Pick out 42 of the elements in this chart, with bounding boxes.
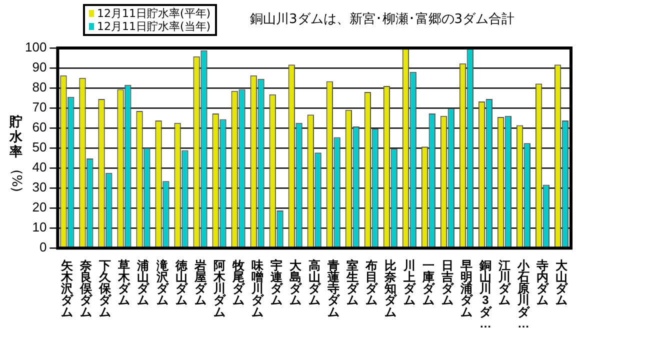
legend-label: 12月11日貯水率(当年) (96, 20, 211, 33)
x-tick-label: 味噌川ダム (250, 258, 264, 319)
x-tick-label: 早明浦ダム (459, 258, 474, 319)
x-tick-label: 日吉ダム (440, 258, 454, 308)
y-tick-label: 60 (32, 120, 47, 135)
x-tick-label: 銅山川3ダ… (478, 258, 492, 330)
x-tick-label: 一庫ダム (421, 258, 436, 308)
x-tick-label: 矢木沢ダム (60, 258, 74, 319)
y-tick-label: 80 (32, 80, 47, 95)
x-tick-label: 川上ダム (402, 258, 416, 308)
y-tick-label: 40 (32, 160, 47, 175)
y-axis-title: 貯水率(%) (8, 115, 24, 192)
y-tick-label: 10 (32, 220, 47, 235)
y-tick-label: 0 (39, 240, 47, 255)
x-tick-label: 滝沢ダム (155, 258, 170, 308)
y-tick-label: 30 (32, 180, 47, 195)
y-tick-label: 20 (32, 200, 47, 215)
x-tick-label: 寺内ダム (535, 258, 550, 308)
x-tick-label: 下久保ダム (98, 258, 112, 319)
x-tick-label: 大山ダム (555, 258, 568, 308)
text: 銅山川3ダムは、新宮･柳瀬･富郷の3ダム合計 (250, 11, 515, 28)
x-tick-label: 牧尾ダム (231, 258, 246, 308)
x-tick-label: 室生ダム (345, 258, 360, 308)
x-tick-label: 奈良俣ダム (79, 258, 94, 319)
x-tick-label: 徳山ダム (174, 258, 188, 308)
y-tick-label: 90 (32, 60, 47, 75)
x-tick-label: 岩屋ダム (193, 258, 208, 308)
x-tick-label: 高山ダム (308, 258, 322, 308)
x-tick-label: 草木ダム (117, 258, 132, 308)
x-tick-label: 小石原川ダ… (516, 258, 530, 330)
x-tick-label: 布目ダム (364, 258, 378, 308)
x-tick-label: 比奈知ダム (383, 258, 398, 319)
legend-label: 12月11日貯水率(平年) (96, 7, 211, 20)
x-tick-label: 大島ダム (289, 258, 302, 308)
y-tick-label: 70 (32, 100, 47, 115)
x-tick-label: 浦山ダム (136, 258, 150, 308)
x-tick-label: 江川ダム (497, 258, 512, 308)
x-tick-label: 青蓮寺ダム (326, 258, 340, 319)
x-tick-label: 阿木川ダム (212, 258, 226, 319)
y-tick-label: 50 (32, 140, 47, 155)
x-tick-label: 宇連ダム (269, 258, 284, 308)
y-tick-label: 100 (24, 40, 47, 55)
